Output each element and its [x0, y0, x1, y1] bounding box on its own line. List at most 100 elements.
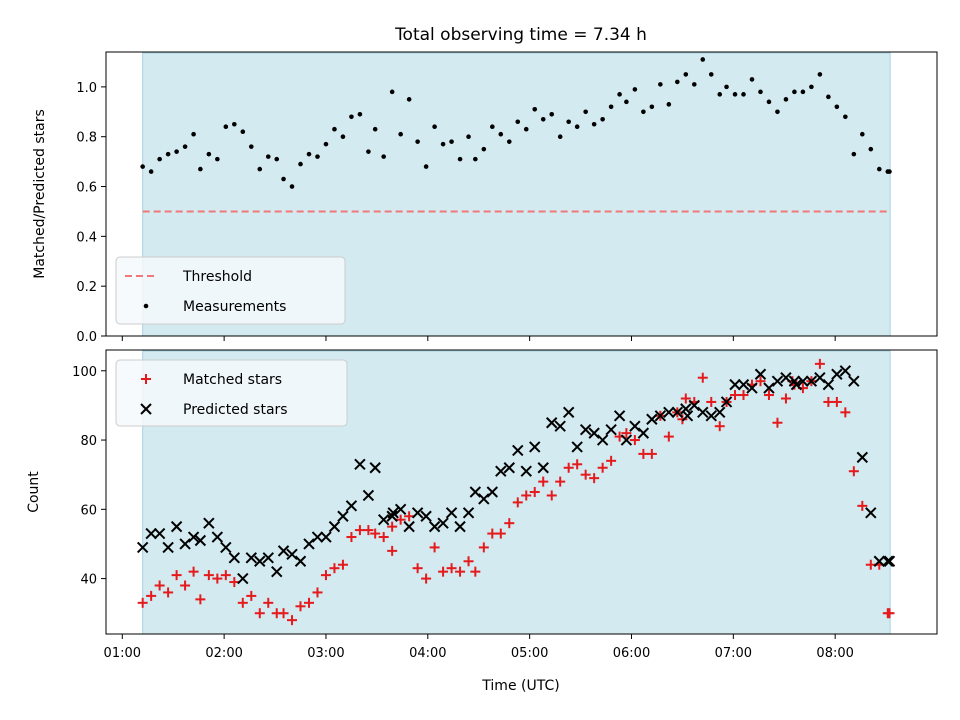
- predicted-star-point: [454, 520, 466, 533]
- predicted-star-point-b: [328, 520, 341, 533]
- matched-star-point: [146, 590, 157, 601]
- predicted-star-point-b: [211, 531, 224, 543]
- predicted-star-point: [681, 410, 694, 422]
- predicted-star-point-b: [303, 538, 315, 550]
- predicted-star-point: [883, 555, 896, 567]
- predicted-star-point: [262, 552, 274, 564]
- matched-star-point: [237, 597, 248, 608]
- predicted-star-point: [571, 441, 583, 453]
- matched-star-point: [563, 462, 574, 473]
- measurement-point: [717, 92, 723, 97]
- predicted-star-point-b: [486, 486, 499, 498]
- measurement-point: [248, 144, 254, 149]
- predicted-star-point: [478, 493, 490, 505]
- matched-star-point: [714, 421, 725, 432]
- measurement-point: [851, 151, 857, 157]
- predicted-star-point-b: [805, 375, 818, 387]
- matched-star-point: [538, 476, 549, 487]
- predicted-star-point-b: [136, 541, 149, 554]
- predicted-star-point: [162, 541, 174, 554]
- matched-star-point: [697, 372, 708, 383]
- measurement-point: [775, 109, 780, 115]
- measurement-point: [289, 184, 295, 189]
- measurement-point: [140, 164, 145, 169]
- matched-star-point: [529, 487, 540, 497]
- predicted-star-point-b: [170, 520, 183, 533]
- predicted-star-point: [814, 372, 826, 384]
- predicted-star-point: [714, 406, 726, 419]
- matched-star-point: [738, 390, 749, 401]
- predicted-star-point: [286, 548, 298, 561]
- predicted-star-point: [369, 462, 381, 474]
- predicted-star-point: [671, 406, 684, 419]
- y-tick-label: 0.0: [76, 330, 97, 345]
- predicted-star-point: [705, 410, 717, 422]
- predicted-star-point: [170, 520, 183, 533]
- predicted-star-point: [377, 514, 390, 526]
- predicted-star-point: [697, 406, 709, 419]
- measurement-point: [766, 99, 772, 105]
- matched-star-point: [446, 563, 457, 574]
- matched-star-point: [137, 597, 148, 608]
- predicted-star-point-b: [729, 378, 741, 391]
- predicted-star-point-b: [387, 507, 399, 519]
- predicted-star-point-b: [613, 410, 626, 422]
- measurement-point: [708, 72, 714, 77]
- count-x-ticks: 01:00 02:00 03:00 04:00 05:00 06:00 07:00 08:00: [104, 634, 854, 661]
- predicted-star-point-b: [478, 493, 490, 505]
- matched-star-point: [589, 473, 600, 484]
- predicted-star-point: [805, 375, 818, 387]
- ratio-y-ticks: 0.0 0.2 0.4 0.6 0.8 1.0: [76, 81, 106, 345]
- predicted-star-point-b: [588, 427, 600, 439]
- predicted-star-point: [179, 538, 191, 550]
- predicted-star-point-b: [596, 434, 609, 446]
- count-legend-box: [115, 359, 348, 427]
- predicted-star-point-b: [203, 517, 215, 529]
- x-tick-label: 07:00: [715, 646, 752, 661]
- matched-star-point: [495, 528, 506, 539]
- predicted-star-point-b: [839, 365, 852, 377]
- measurement-point: [600, 116, 605, 122]
- predicted-star-point-b: [445, 507, 458, 519]
- count-panel: 40 60 80 100 01:00 02:00 03:00 04:00 05:00 06:00…: [26, 349, 938, 694]
- matched-star-point: [470, 566, 481, 577]
- matched-star-point: [865, 559, 876, 570]
- predicted-star-point: [362, 489, 375, 502]
- y-tick-label: 1.0: [76, 81, 97, 96]
- measurement-point: [298, 161, 303, 167]
- measurement-point: [834, 104, 840, 110]
- predicted-star-point: [386, 510, 398, 522]
- predicted-star-point-b: [403, 520, 415, 533]
- measurement-point: [860, 131, 865, 137]
- matched-stars-points: [137, 358, 895, 626]
- matched-star-point: [572, 459, 583, 470]
- matched-star-point: [504, 518, 515, 529]
- matched-star-point: [706, 396, 717, 407]
- predicted-star-point-b: [831, 368, 843, 380]
- ratio-panel: 0.0 0.2 0.4 0.6 0.8 1.0 Matched/Predicted sta…: [32, 51, 938, 345]
- measurement-point: [349, 114, 354, 120]
- measurement-point: [148, 169, 154, 174]
- measurement-point: [641, 109, 646, 115]
- predicted-star-point: [680, 403, 692, 415]
- predicted-star-point: [754, 368, 767, 380]
- matched-star-point: [730, 390, 741, 401]
- predicted-star-point-b: [873, 555, 885, 567]
- figure-title: Total observing time = 7.34 h: [394, 25, 647, 45]
- y-tick-label: 80: [80, 434, 97, 449]
- predicted-star-point: [729, 378, 741, 391]
- y-tick-label: 40: [80, 573, 97, 588]
- predicted-star-point: [865, 507, 877, 519]
- matched-star-point: [220, 570, 231, 581]
- measurement-point: [206, 151, 212, 157]
- matched-star-point: [412, 563, 423, 574]
- matched-star-point: [163, 587, 174, 598]
- measurement-point: [608, 104, 614, 110]
- predicted-star-point: [822, 378, 835, 391]
- measurement-point: [632, 87, 638, 92]
- predicted-star-point: [520, 465, 532, 477]
- matched-star-point: [848, 466, 859, 477]
- predicted-star-point: [763, 382, 775, 394]
- predicted-star-point-b: [671, 406, 684, 419]
- measurement-point: [265, 154, 271, 159]
